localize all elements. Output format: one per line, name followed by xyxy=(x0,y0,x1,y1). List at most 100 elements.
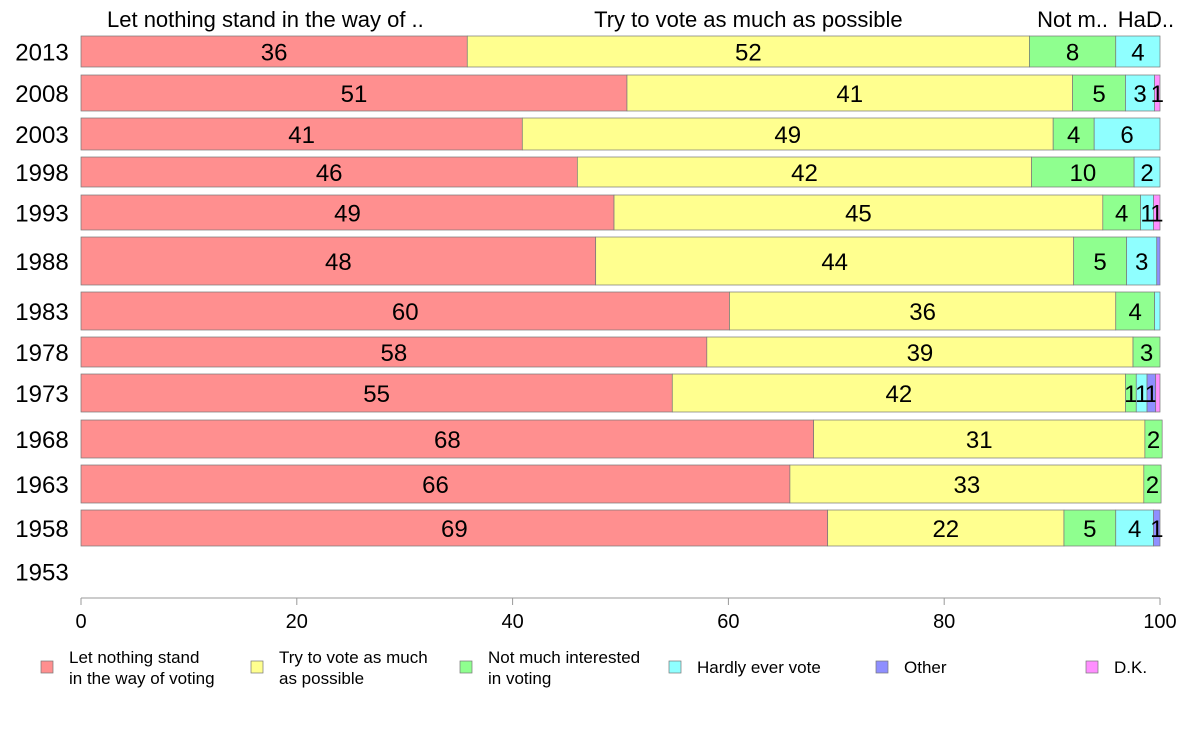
bar-value-label: 44 xyxy=(821,249,848,276)
series-header-label: Ha.. xyxy=(1118,7,1158,32)
bar-value-label: 2 xyxy=(1147,427,1160,454)
bar-segment xyxy=(80,419,814,459)
legend-label: Not much interested in voting xyxy=(488,648,640,688)
bar-value-label: 4 xyxy=(1067,122,1080,149)
legend-label: Try to vote as much as possible xyxy=(279,648,428,688)
bar-value-label: 1 xyxy=(1135,381,1148,408)
legend-swatch xyxy=(668,660,682,674)
bar-value-label: 68 xyxy=(434,427,461,454)
year-label: 2013 xyxy=(15,40,68,67)
bar-segment xyxy=(626,74,1073,112)
bar-value-label: 51 xyxy=(341,81,368,108)
bar-value-label: 8 xyxy=(1066,40,1079,67)
bar-value-label: 55 xyxy=(363,381,390,408)
series-header-label: Not m.. xyxy=(1037,7,1108,32)
legend: Let nothing stand in the way of voting Try… xyxy=(40,648,1147,688)
bar-value-label: 1 xyxy=(1145,381,1158,408)
legend-label: D.K. xyxy=(1114,658,1147,677)
bar-segment xyxy=(1115,35,1161,68)
bar-segment xyxy=(1155,373,1161,413)
bar-value-label: 39 xyxy=(907,340,934,367)
year-label: 2008 xyxy=(15,81,68,108)
bar-value-label: 69 xyxy=(441,516,468,543)
bar-segment xyxy=(729,291,1117,331)
x-tick-label: 0 xyxy=(75,611,86,633)
bar-value-label: 5 xyxy=(1092,81,1105,108)
year-label: 1998 xyxy=(15,160,68,187)
bar-value-label: 36 xyxy=(909,299,936,326)
bar-value-label: 33 xyxy=(954,472,981,499)
bar-segment xyxy=(576,156,1032,188)
bar-value-label: 42 xyxy=(791,160,818,187)
bar-segment xyxy=(1126,236,1158,286)
bar-value-label: 41 xyxy=(288,122,315,149)
bar-segment xyxy=(1143,464,1162,504)
bar-value-label: 1 xyxy=(1140,201,1153,228)
bar-value-label: 4 xyxy=(1131,40,1144,67)
bar-value-label: 3 xyxy=(1133,81,1146,108)
bar-value-label: 3 xyxy=(1140,340,1153,367)
bar-segment xyxy=(80,373,673,413)
bar-segment xyxy=(1029,35,1117,68)
x-tick-label: 60 xyxy=(717,611,739,633)
bar-value-label: 2 xyxy=(1140,160,1153,187)
x-tick-label: 20 xyxy=(286,611,308,633)
bar-segment xyxy=(789,464,1145,504)
series-header-labels: Let nothing stand in the way of .. Try to… xyxy=(107,7,1174,32)
legend-label: Other xyxy=(904,658,947,677)
bar-value-label: 4 xyxy=(1128,516,1141,543)
bar-segment xyxy=(1156,236,1161,286)
bar-value-label: 49 xyxy=(774,122,801,149)
series-header-label: Let nothing stand in the way of .. xyxy=(107,7,424,32)
bar-segment xyxy=(80,336,708,368)
legend-label: Let nothing stand in the way of voting xyxy=(69,648,215,688)
legend-label: Hardly ever vote xyxy=(697,658,821,677)
bar-value-label: 5 xyxy=(1093,249,1106,276)
x-tick-label: 100 xyxy=(1143,611,1176,633)
bar-value-label: 45 xyxy=(845,201,872,228)
bar-segment xyxy=(80,464,791,504)
bar-segment xyxy=(1073,236,1127,286)
bar-value-label: 52 xyxy=(735,40,762,67)
legend-swatch xyxy=(40,660,54,674)
bar-value-label: 2 xyxy=(1146,472,1159,499)
bar-value-label: 46 xyxy=(316,160,343,187)
legend-swatch xyxy=(875,660,889,674)
bar-segment xyxy=(1132,336,1161,368)
bar-segment xyxy=(1154,74,1161,112)
year-label: 1958 xyxy=(15,516,68,543)
bar-segment xyxy=(613,194,1104,231)
legend-swatch xyxy=(1085,660,1099,674)
bar-segment xyxy=(521,117,1054,151)
bar-segment xyxy=(1153,194,1161,231)
bar-value-label: 3 xyxy=(1135,249,1148,276)
year-label: 2003 xyxy=(15,122,68,149)
bar-segment xyxy=(1154,291,1161,331)
bar-value-label: 1 xyxy=(1151,81,1164,108)
x-tick-label: 40 xyxy=(501,611,523,633)
bar-value-label: 6 xyxy=(1120,122,1133,149)
year-label: 1988 xyxy=(15,249,68,276)
bar-value-label: 4 xyxy=(1129,299,1142,326)
year-label: 1993 xyxy=(15,201,68,228)
bar-segment xyxy=(671,373,1126,413)
bar-segment xyxy=(1153,509,1161,547)
bar-segment xyxy=(80,194,615,231)
bar-segment xyxy=(1052,117,1095,151)
bar-segment xyxy=(1125,74,1155,112)
bar-value-label: 1 xyxy=(1124,381,1137,408)
bar-segment xyxy=(466,35,1030,68)
year-label: 1973 xyxy=(15,381,68,408)
bar-segment xyxy=(1102,194,1141,231)
year-label: 1968 xyxy=(15,427,68,454)
bar-segment xyxy=(1115,291,1155,331)
bar-segment xyxy=(1144,419,1163,459)
bar-segment xyxy=(1031,156,1135,188)
bar-value-label: 41 xyxy=(836,81,863,108)
legend-swatch xyxy=(250,660,264,674)
series-header-label: D.. xyxy=(1146,7,1174,32)
bar-value-label: 48 xyxy=(325,249,352,276)
year-label: 1983 xyxy=(15,299,68,326)
year-label: 1978 xyxy=(15,340,68,367)
bar-value-label: 5 xyxy=(1083,516,1096,543)
